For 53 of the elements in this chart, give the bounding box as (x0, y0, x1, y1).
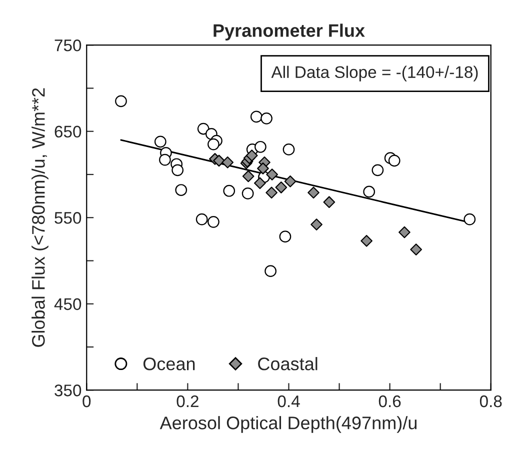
point (175, 184, 188, 196)
point (254, 140, 266, 153)
point (363, 186, 376, 198)
point (254, 177, 266, 190)
legend-label: Coastal (258, 357, 318, 370)
y-axis-title: Global Flux (<780nm)/u, W/m**2 (32, 88, 48, 347)
point (172, 164, 184, 176)
x-tick-label: 0 (82, 395, 91, 408)
y-tick-label: 450 (54, 298, 82, 310)
point (213, 154, 225, 167)
annotation: All Data Slope = -(140+/-18) (271, 66, 478, 82)
point (260, 112, 272, 124)
point (360, 234, 372, 247)
y-tick-label: 650 (54, 126, 82, 138)
y-tick-label: 750 (54, 40, 82, 52)
x-axis-title: Aerosol Optical Depth(497nm)/u (160, 416, 417, 433)
legend-label: Ocean (143, 358, 195, 370)
point (223, 184, 236, 197)
point (323, 196, 336, 208)
point (196, 213, 208, 226)
point (242, 170, 254, 182)
point (222, 156, 234, 168)
point (208, 138, 220, 150)
x-tick-label: 0.8 (480, 395, 502, 408)
point (388, 154, 400, 167)
point (208, 216, 220, 228)
point (266, 168, 278, 180)
point (154, 136, 166, 148)
x-tick-label: 0.2 (176, 395, 198, 408)
x-tick-label: 0.4 (278, 395, 300, 408)
point (372, 164, 384, 176)
point (464, 213, 476, 226)
point (250, 110, 262, 123)
point (308, 186, 320, 199)
point (159, 154, 171, 166)
point (275, 181, 288, 194)
point (310, 218, 322, 230)
point (266, 186, 278, 199)
point (246, 150, 258, 162)
chart-title: Pyranometer Flux (214, 24, 365, 41)
point (279, 230, 292, 243)
point (115, 95, 127, 108)
point (242, 188, 254, 200)
point (410, 244, 422, 256)
point (282, 144, 295, 156)
y-tick-label: 550 (54, 212, 82, 224)
point (398, 226, 410, 238)
point (197, 122, 210, 135)
point (257, 162, 269, 174)
point (284, 175, 296, 188)
x-tick-label: 0.6 (378, 395, 401, 408)
y-tick-label: 350 (54, 384, 82, 396)
point (264, 265, 276, 278)
